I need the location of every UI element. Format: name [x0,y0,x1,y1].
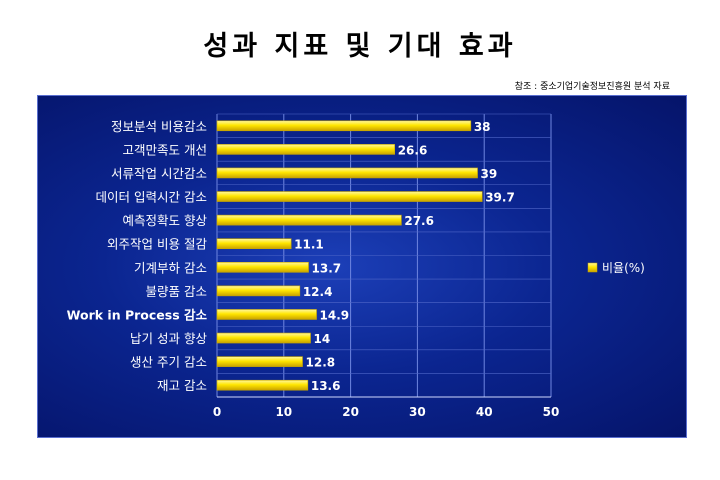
bar [216,238,292,250]
bar [216,167,478,179]
category-label: 재고 감소 [157,378,207,393]
bar [216,379,309,391]
data-label: 12.8 [306,356,336,370]
data-label: 14 [314,332,331,346]
bar [216,309,317,320]
chart-panel: 38 26.6 39 39.7 27.6 11.1 13.7 12.4 14.9 14 12.8 13… [37,95,687,438]
x-tick-label: 0 [213,405,221,419]
source-note: 참조 : 중소기업기술정보진흥원 분석 자료 [514,82,670,92]
data-label: 39 [481,167,498,181]
data-label: 26.6 [398,143,428,157]
data-label: 27.6 [404,214,434,228]
slide-title: 성과 지표 및 기대 효과 [203,31,517,62]
legend-swatch [587,262,598,273]
x-tick-label: 10 [275,405,292,419]
bar [216,214,402,226]
category-label: 외주작업 비용 절감 [107,237,207,252]
data-label: 38 [474,120,491,134]
x-tick-label: 50 [543,405,560,419]
bar [216,191,483,202]
category-label: 불량품 감소 [146,284,207,299]
data-label: 12.4 [303,285,333,299]
bar [216,356,303,367]
legend-label: 비율(%) [602,261,645,275]
category-label: 생산 주기 감소 [130,355,207,370]
category-label: 기계부하 감소 [134,260,207,275]
category-label: 정보분석 비용감소 [111,119,207,134]
bar [216,332,311,344]
x-tick-label: 40 [476,405,493,419]
bar [216,285,301,297]
x-tick-label: 20 [342,405,359,419]
bar [216,120,472,132]
category-label: 데이터 입력시간 감소 [96,190,207,205]
data-label: 13.6 [311,379,341,393]
category-label: Work in Process 감소 [67,307,208,322]
x-axis-ticks: 0 10 20 30 40 50 [213,405,560,419]
bar-chart: 38 26.6 39 39.7 27.6 11.1 13.7 12.4 14.9 14 12.8 13… [67,113,645,419]
bars: 38 26.6 39 39.7 27.6 11.1 13.7 12.4 14.9 14 12.8 13… [216,120,515,393]
data-label: 39.7 [485,191,515,205]
category-label: 고객만족도 개선 [123,142,207,157]
data-label: 14.9 [320,308,350,322]
category-label: 서류작업 시간감소 [111,166,207,181]
data-label: 13.7 [312,261,342,275]
data-label: 11.1 [294,238,324,252]
category-label: 납기 성과 향상 [130,331,207,346]
x-tick-label: 30 [409,405,426,419]
category-label: 예측정확도 향상 [123,213,208,228]
bar [216,144,395,155]
legend: 비율(%) [587,261,645,275]
bar [216,261,309,273]
grid-lines [216,113,552,398]
